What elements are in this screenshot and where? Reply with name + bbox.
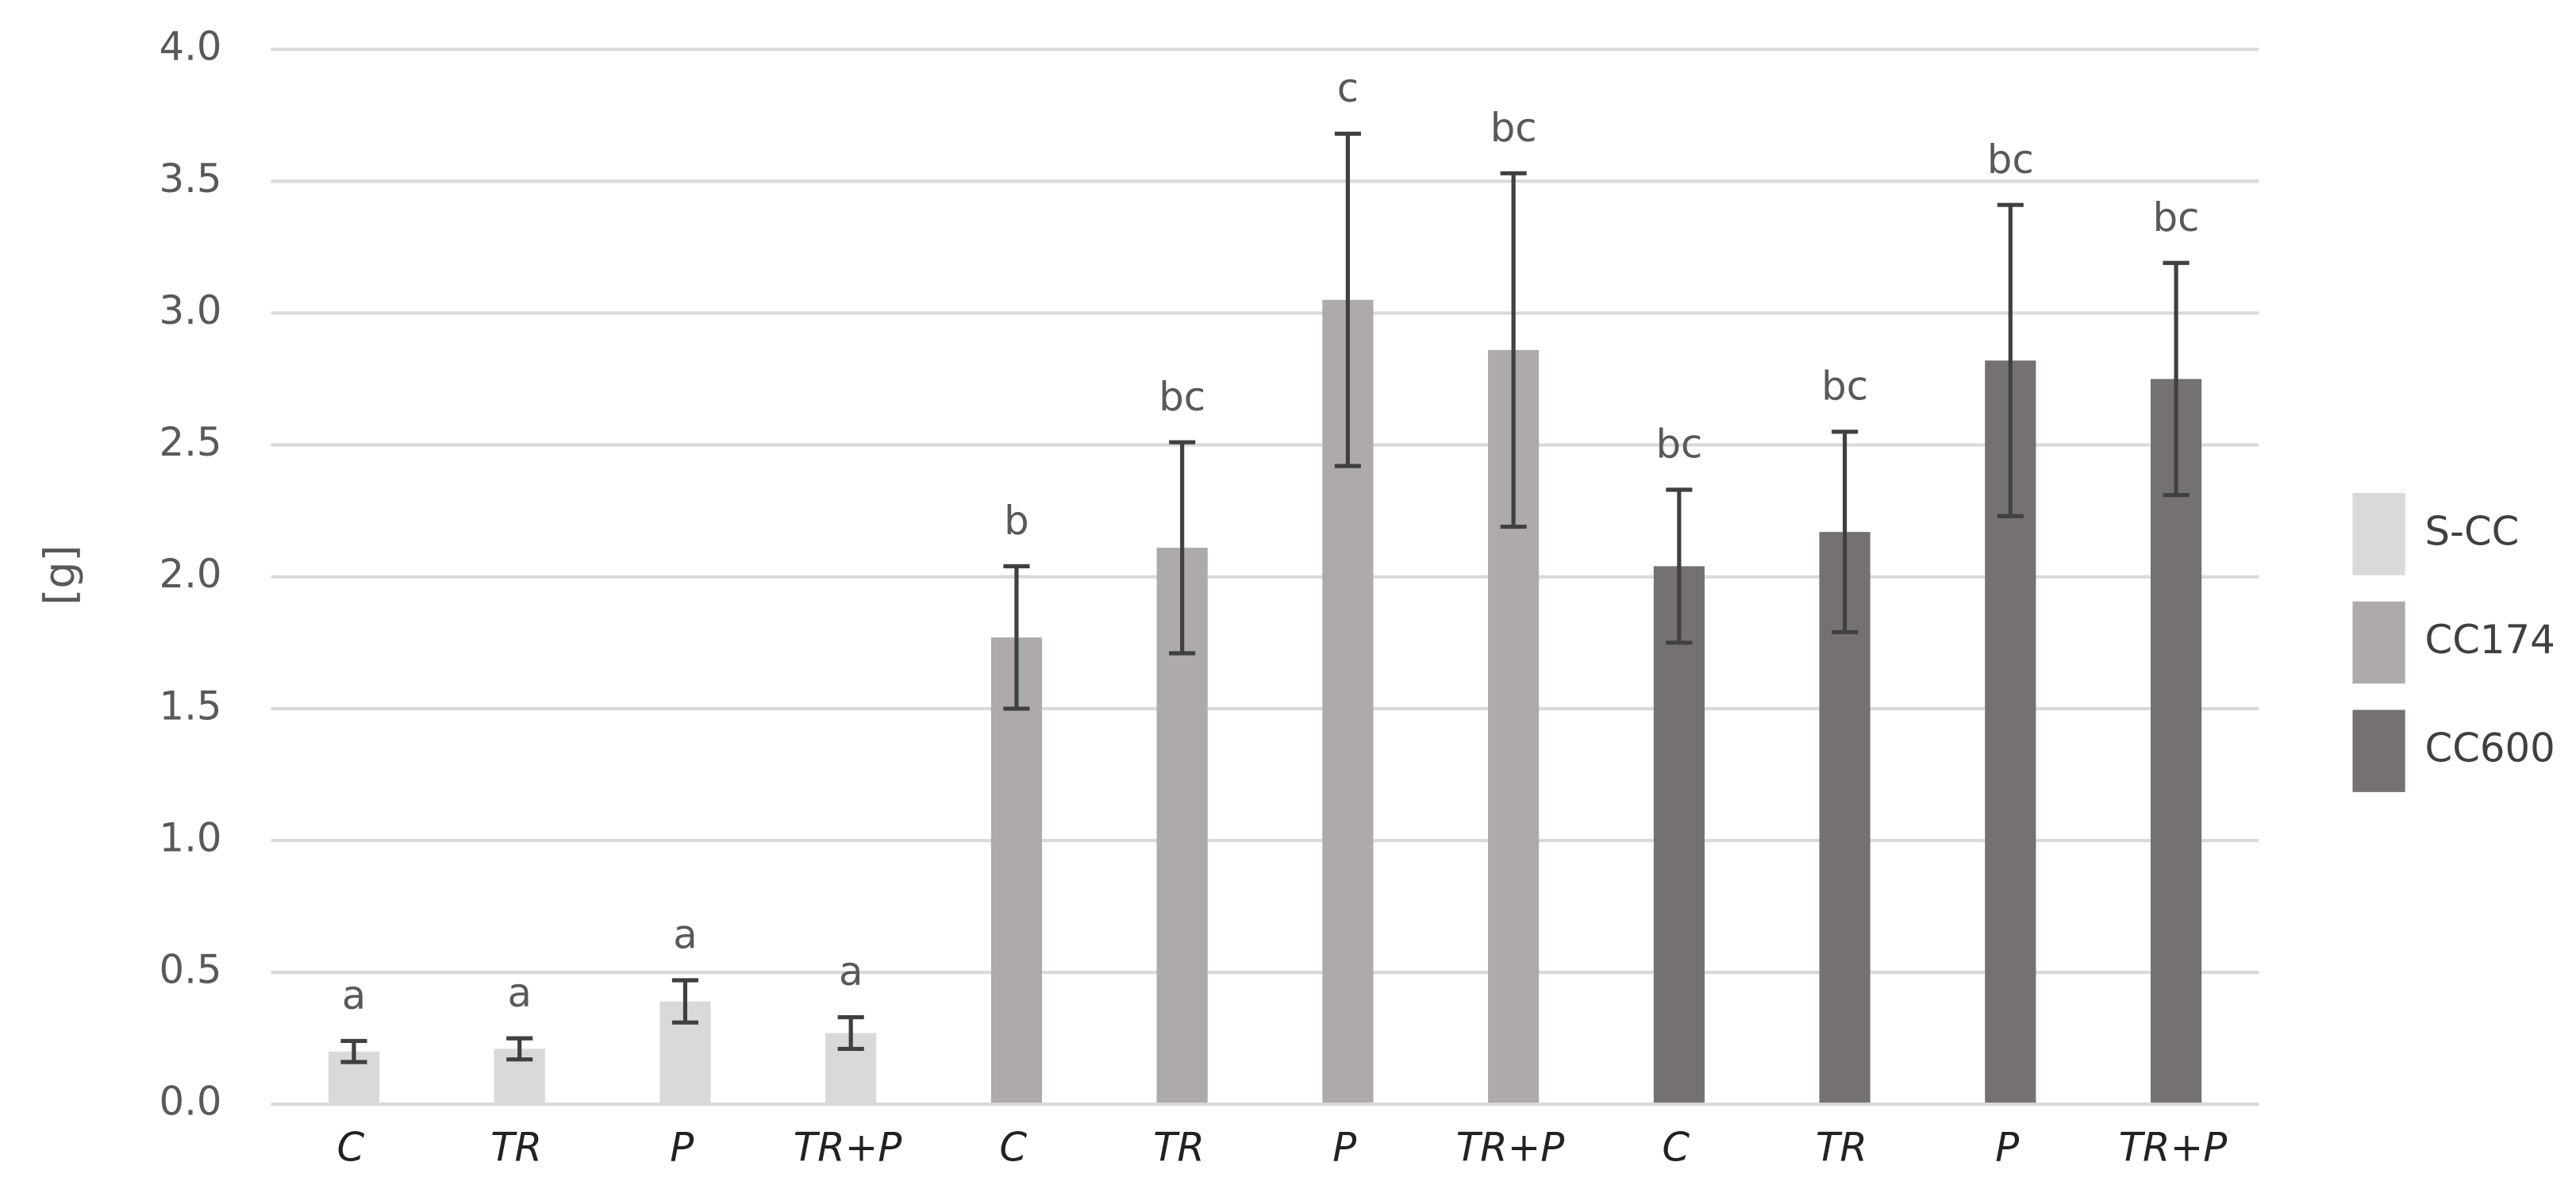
x-tick-label: C [999, 1125, 1027, 1171]
legend-swatch [2352, 601, 2405, 684]
significance-label: bc [1821, 364, 1868, 410]
x-tick-label: P [1332, 1125, 1356, 1171]
bar [2151, 379, 2202, 1105]
legend-label: S-CC [2425, 508, 2520, 554]
x-tick-label: TR+P [794, 1125, 902, 1171]
significance-label: bc [1490, 105, 1537, 151]
y-tick-label: 4.0 [159, 24, 221, 70]
y-tick-label: 2.0 [159, 551, 221, 597]
significance-label: bc [1987, 137, 2034, 183]
significance-label: a [673, 912, 697, 958]
y-tick-label: 1.5 [159, 683, 221, 729]
y-axis-label: [g] [34, 545, 84, 606]
x-tick-label: P [670, 1125, 694, 1171]
significance-label: b [1004, 498, 1029, 544]
x-tick-label: TR [1153, 1125, 1205, 1171]
significance-label: a [342, 972, 366, 1018]
legend-swatch [2352, 710, 2405, 792]
y-tick-label: 3.5 [159, 156, 221, 202]
significance-label: bc [2153, 194, 2200, 241]
significance-label: c [1337, 65, 1359, 111]
significance-label: a [507, 970, 531, 1016]
y-tick-label: 0.0 [159, 1079, 221, 1125]
significance-label: bc [1159, 374, 1205, 420]
legend-swatch [2352, 493, 2405, 575]
x-tick-label: TR [490, 1125, 542, 1171]
x-tick-label: TR+P [2119, 1125, 2227, 1171]
legend-label: CC174 [2425, 617, 2555, 663]
bar [1653, 566, 1705, 1105]
x-tick-label: C [336, 1125, 364, 1171]
x-tick-label: TR+P [1456, 1125, 1564, 1171]
significance-label: bc [1655, 421, 1702, 468]
y-tick-label: 2.5 [159, 419, 221, 465]
x-tick-label: P [1995, 1125, 2019, 1171]
y-tick-label: 1.0 [159, 814, 221, 860]
legend-label: CC600 [2425, 725, 2555, 772]
x-tick-label: TR [1816, 1125, 1867, 1171]
x-tick-label: C [1662, 1125, 1690, 1171]
y-tick-label: 3.0 [159, 287, 221, 333]
y-tick-label: 0.5 [159, 947, 221, 993]
significance-label: a [839, 949, 863, 995]
bar [990, 637, 1042, 1105]
